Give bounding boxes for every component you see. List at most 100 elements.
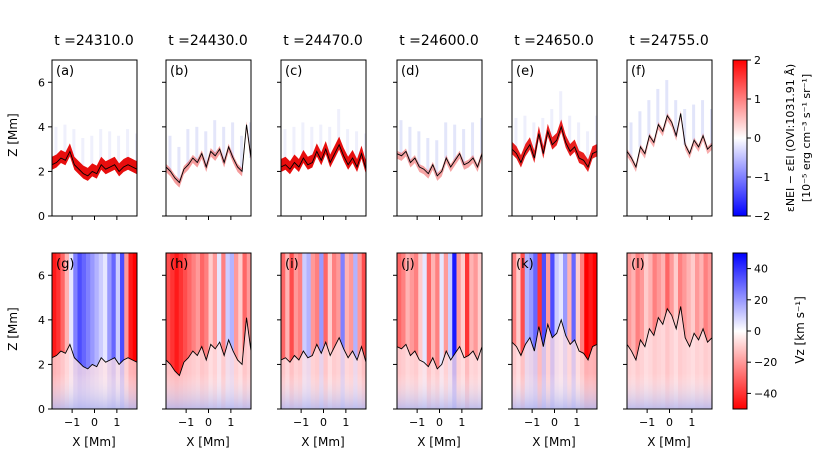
xlabel-5: X [Mm] <box>532 435 575 449</box>
vz-panel-3 <box>281 253 366 409</box>
x-tick-label: 1 <box>458 416 465 429</box>
transition-region-line <box>166 317 251 377</box>
emission-texture-mark <box>665 80 669 116</box>
vz-column <box>69 253 74 409</box>
x-tick-label: −1 <box>64 416 80 429</box>
vz-column <box>588 253 594 409</box>
x-tick-label: 1 <box>113 416 120 429</box>
emission-colorbar-bar <box>732 59 748 217</box>
emission-texture-mark <box>541 117 545 154</box>
vz-column <box>426 253 432 409</box>
vz-column <box>200 253 205 409</box>
axis-labels: Z [Mm] Z [Mm] X [Mm] X [Mm] X [Mm] X [Mm… <box>6 113 691 449</box>
emission-texture-mark <box>195 126 199 163</box>
emission-texture-mark <box>523 115 527 152</box>
vz-column <box>212 253 218 409</box>
emission-panel-bg-6 <box>627 60 712 216</box>
x-tick-label: −1 <box>178 416 194 429</box>
vz-column <box>460 253 466 409</box>
x-tick-label: 0 <box>436 416 443 429</box>
vz-column <box>533 253 539 409</box>
vz-column <box>285 253 291 409</box>
time-title-1: t =24310.0 <box>54 33 134 49</box>
vz-column <box>703 253 709 409</box>
vz-column <box>306 253 312 409</box>
vz-panel-6 <box>627 253 712 409</box>
emission-texture-mark <box>54 126 58 163</box>
vz-column <box>592 253 597 409</box>
emission-texture-mark <box>222 126 226 163</box>
emission-texture-mark <box>108 131 112 167</box>
vz-column <box>477 253 482 409</box>
vz-panel-5 <box>512 253 597 409</box>
vz-column <box>414 253 419 409</box>
vz-column <box>631 253 637 409</box>
top-ylabel: Z [Mm] <box>6 113 20 156</box>
vz-column <box>349 253 354 409</box>
emission-colorbar: 2 1 0 −1 −2 <box>732 54 770 223</box>
vz-column <box>246 253 251 409</box>
x-tick-label: 0 <box>666 416 673 429</box>
vz-column <box>327 253 333 409</box>
vz-column <box>550 253 556 409</box>
x-tick-label: 1 <box>573 416 580 429</box>
vz-column <box>361 253 366 409</box>
emission-texture-mark <box>559 91 563 127</box>
axes-layer: (a) 0 2 4 6 (g) −1 0 1 0 2 4 6 (b) (h) −1 0 1 (c) (i) −1 0 1 (d… <box>38 59 713 429</box>
emission-texture-mark <box>301 122 305 159</box>
vz-column <box>120 253 125 409</box>
emission-texture-mark <box>647 100 651 136</box>
transition-region-line <box>512 125 597 168</box>
emission-panel-5 <box>512 60 597 216</box>
emission-texture-mark <box>453 124 457 161</box>
xlabel-4: X [Mm] <box>417 435 460 449</box>
x-tick-label: 0 <box>91 416 98 429</box>
emission-panel-4 <box>397 60 482 216</box>
emission-texture-mark <box>177 146 181 183</box>
vz-column <box>103 253 108 409</box>
vz-column <box>293 253 299 409</box>
panel-letter: (l) <box>631 257 645 272</box>
vz-column <box>439 253 445 409</box>
vz-column <box>166 253 171 409</box>
vz-column <box>443 253 449 409</box>
emission-texture-mark <box>81 138 85 174</box>
vz-column <box>298 253 303 409</box>
vz-column <box>281 253 286 409</box>
vz-column <box>64 253 70 409</box>
bottom-colorbar-label: Vz [km s⁻¹] <box>793 296 807 364</box>
vz-column <box>431 253 436 409</box>
emission-texture-mark <box>417 131 421 167</box>
y-tick-label: 4 <box>38 314 45 327</box>
vz-column <box>191 253 197 409</box>
vz-column <box>575 253 581 409</box>
transition-region-line <box>166 124 251 184</box>
vz-column <box>229 253 235 409</box>
emission-texture-mark <box>135 133 137 170</box>
y-tick-label: 0 <box>38 403 45 416</box>
vz-panel-1 <box>52 253 137 409</box>
y-tick-label: 2 <box>38 165 45 178</box>
xlabel-3: X [Mm] <box>301 435 344 449</box>
emission-texture-mark <box>595 115 597 152</box>
tr-emission-band <box>166 121 251 188</box>
vz-column <box>644 253 649 409</box>
vz-column <box>554 253 560 409</box>
vz-column <box>435 253 441 409</box>
emission-panel-bg-3 <box>281 60 366 216</box>
time-title-2: t =24430.0 <box>168 33 248 49</box>
vz-column <box>98 253 104 409</box>
vz-column <box>238 253 244 409</box>
emission-texture-mark <box>310 126 314 163</box>
vz-column <box>111 253 117 409</box>
emission-texture-mark <box>656 88 660 125</box>
vz-column <box>178 253 184 409</box>
vz-column <box>315 253 320 409</box>
photosphere-shading <box>512 373 597 409</box>
vz-column <box>310 253 316 409</box>
vz-column <box>401 253 407 409</box>
x-tick-label: 1 <box>342 416 349 429</box>
vz-column <box>195 253 201 409</box>
vz-column <box>409 253 415 409</box>
emission-panel-bg-4 <box>397 60 482 216</box>
